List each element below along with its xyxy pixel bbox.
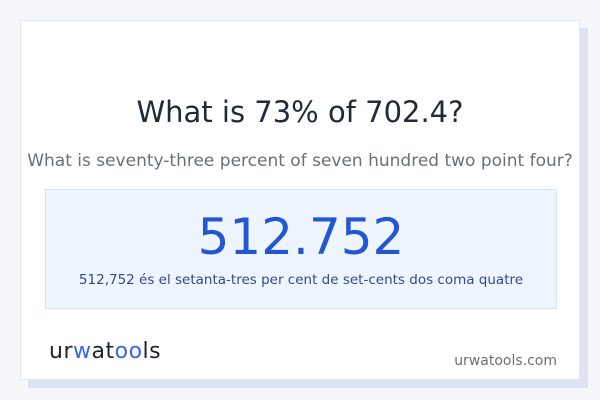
- result-box: 512.752 512,752 és el setanta-tres per c…: [45, 189, 557, 309]
- page-subtitle: What is seventy-three percent of seven h…: [27, 151, 573, 171]
- page-title: What is 73% of 702.4?: [136, 95, 464, 129]
- answer-words: 512,752 és el setanta-tres per cent de s…: [78, 272, 524, 288]
- urwatools-logo[interactable]: urwatools: [49, 339, 162, 364]
- site-link[interactable]: urwatools.com: [454, 353, 557, 369]
- answer-value: 512.752: [197, 208, 405, 266]
- card: What is 73% of 702.4? What is seventy-th…: [20, 20, 580, 380]
